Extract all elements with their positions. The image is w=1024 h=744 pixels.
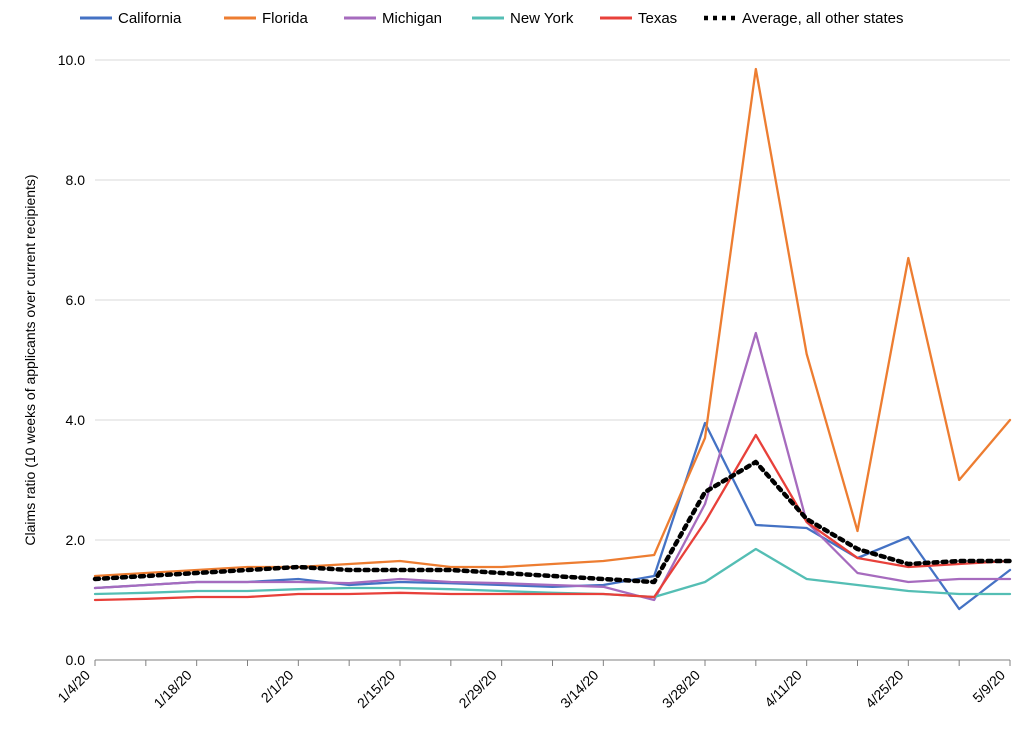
y-axis-label: Claims ratio (10 weeks of applicants ove… [22, 174, 38, 545]
legend-label: Texas [638, 10, 677, 27]
legend-label: Average, all other states [742, 10, 903, 27]
y-tick-label: 2.0 [66, 532, 86, 548]
chart-svg: 0.0 2.0 4.0 6.0 8.0 10.0 Claims ratio (10 week… [0, 0, 1024, 744]
y-tick-label: 6.0 [66, 292, 86, 308]
y-tick-label: 10.0 [58, 52, 85, 68]
legend-label: California [118, 10, 182, 27]
legend-label: New York [510, 10, 574, 27]
y-tick-label: 0.0 [66, 652, 86, 668]
legend-label: Michigan [382, 10, 442, 27]
legend-label: Florida [262, 10, 309, 27]
claims-ratio-line-chart: 0.0 2.0 4.0 6.0 8.0 10.0 Claims ratio (10 week… [0, 0, 1024, 744]
y-tick-label: 4.0 [66, 412, 86, 428]
y-tick-label: 8.0 [66, 172, 86, 188]
